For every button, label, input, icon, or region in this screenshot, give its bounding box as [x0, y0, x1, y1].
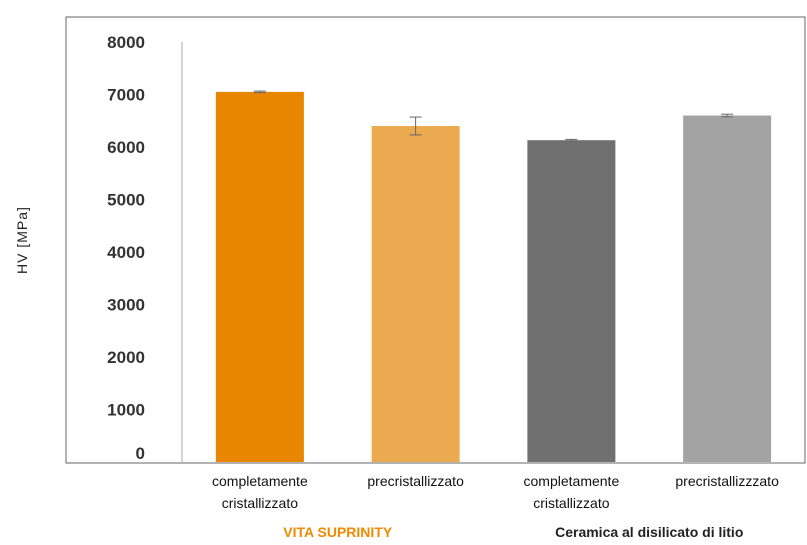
x-tick-label: precristallizzzato: [675, 473, 779, 489]
bar: [683, 115, 772, 462]
y-tick-labels: 0 1000 2000 3000 4000 5000 6000 7000 8000: [107, 33, 145, 463]
y-tick-label: 6000: [107, 138, 145, 157]
group-label: VITA SUPRINITY: [283, 524, 393, 540]
y-tick-label: 5000: [107, 191, 145, 210]
x-tick-label: completamente: [524, 473, 620, 489]
y-tick-label: 0: [136, 444, 145, 463]
x-tick-labels: completamente cristallizzato precristalliz…: [212, 473, 779, 511]
bar: [527, 140, 616, 463]
error-bars: [253, 90, 734, 142]
x-tick-label: cristallizzato: [533, 495, 609, 511]
group-labels: VITA SUPRINITY Ceramica al disilicato di …: [283, 524, 743, 540]
x-tick-label: precristallizzato: [367, 473, 464, 489]
x-tick-label: completamente: [212, 473, 308, 489]
group-label: Ceramica al disilicato di litio: [555, 524, 743, 540]
y-tick-label: 1000: [107, 401, 145, 420]
y-tick-label: 2000: [107, 348, 145, 367]
y-tick-label: 8000: [107, 33, 145, 52]
y-axis-label: HV [MPa]: [14, 206, 30, 274]
bar: [215, 91, 304, 462]
bar: [371, 126, 460, 462]
y-tick-label: 7000: [107, 86, 145, 105]
x-tick-label: cristallizzato: [222, 495, 298, 511]
y-tick-label: 4000: [107, 243, 145, 262]
y-tick-label: 3000: [107, 296, 145, 315]
bars: [215, 91, 772, 463]
plot-frame: [65, 16, 806, 464]
